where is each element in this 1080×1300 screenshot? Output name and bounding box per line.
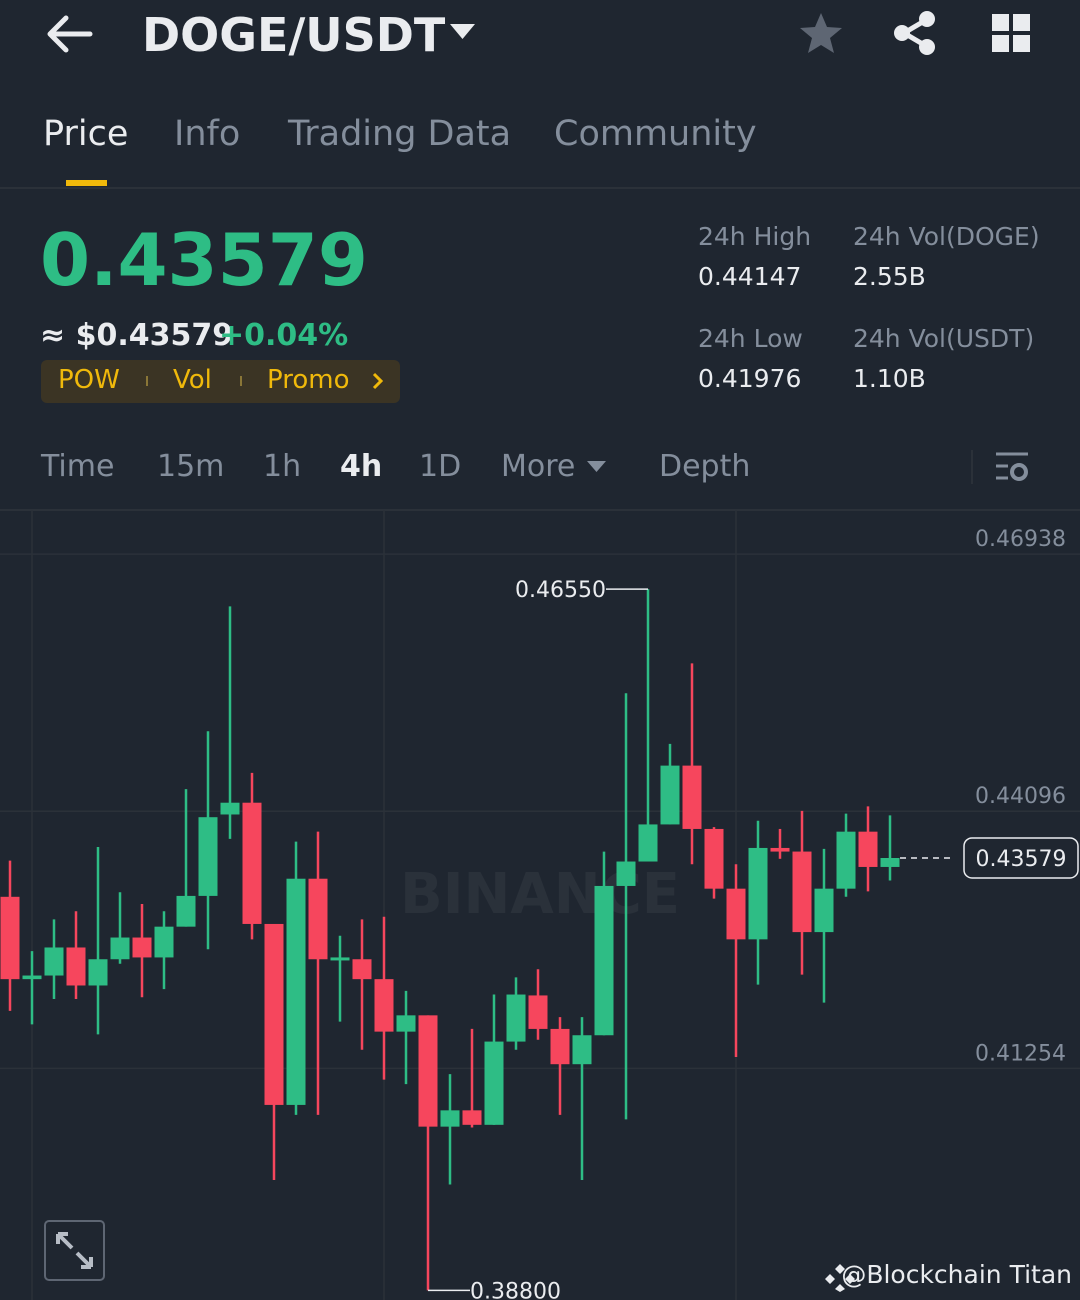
candlestick-chart: BINANCE 0.46938 0.44096 0.41254 0.46550 0.38…	[0, 510, 1080, 1300]
candle-body	[132, 937, 152, 958]
candle-body	[462, 1110, 482, 1125]
candle-body	[506, 994, 526, 1042]
candle-body	[176, 895, 196, 927]
interval[interactable]: 1h	[263, 449, 302, 484]
interval[interactable]: Time	[41, 449, 115, 484]
candle-body	[352, 959, 372, 980]
min-label: 0.38800	[470, 1279, 561, 1300]
candle-body	[198, 817, 218, 896]
price-change: +0.04%	[219, 318, 349, 353]
expand-button[interactable]	[44, 1220, 105, 1281]
candle-body	[594, 885, 614, 1036]
tab[interactable]: Community	[554, 114, 757, 154]
divider	[0, 509, 1080, 511]
stat-label: 24h Vol(DOGE)	[853, 222, 1040, 251]
candle-body	[396, 1015, 416, 1032]
tag-separator	[240, 376, 242, 386]
chevron	[372, 372, 384, 390]
stat-value: 0.44147	[698, 262, 802, 291]
share-button[interactable]	[892, 10, 938, 56]
candle-body	[22, 975, 42, 980]
tab[interactable]: Price	[43, 114, 129, 154]
candle-body	[66, 947, 86, 986]
last-price: 0.43579	[40, 218, 368, 302]
max-label: 0.46550	[515, 578, 606, 603]
stat-label: 24h Vol(USDT)	[853, 324, 1035, 353]
candle-body	[638, 824, 658, 862]
candle-body	[440, 1110, 460, 1127]
layout-button[interactable]	[990, 12, 1032, 54]
candle-body	[550, 1028, 570, 1065]
candle-body	[0, 896, 20, 980]
candle-body	[572, 1035, 592, 1065]
candle-body	[682, 765, 702, 829]
candle-body	[484, 1041, 504, 1125]
candle-body	[418, 1015, 438, 1127]
candle-body	[880, 857, 900, 867]
tag-bar[interactable]	[41, 360, 400, 403]
stat-value: 2.55B	[853, 262, 926, 291]
candle-body	[264, 923, 284, 1105]
stat-label: 24h High	[698, 222, 812, 251]
candle-body	[286, 878, 306, 1105]
y-tick-label: 0.46938	[975, 527, 1066, 552]
candle-body	[792, 851, 812, 933]
interval[interactable]: 4h	[340, 449, 383, 484]
watermark: BINANCE	[400, 862, 680, 927]
candle-body	[726, 888, 746, 940]
stat-value: 0.41976	[698, 364, 802, 393]
divider	[971, 450, 973, 484]
candle-body	[220, 802, 240, 815]
more-dropdown[interactable]	[586, 460, 608, 474]
chart-settings[interactable]	[994, 450, 1030, 484]
candle-body	[44, 947, 64, 976]
candle-body	[88, 959, 108, 986]
candle-body	[528, 995, 548, 1029]
fiat-price: ≈ $0.43579	[40, 318, 234, 353]
favorite-star[interactable]	[798, 10, 844, 56]
credit-logo	[825, 1264, 855, 1292]
tab-indicator	[66, 180, 107, 186]
pair-title[interactable]: DOGE/USDT	[142, 8, 446, 62]
pair-dropdown[interactable]	[448, 22, 478, 44]
tag[interactable]: Promo	[267, 365, 350, 395]
candle-body	[660, 765, 680, 825]
last-price-label: 0.43579	[976, 847, 1067, 872]
candle-body	[814, 888, 834, 933]
candle-body	[770, 847, 790, 852]
candle-body	[616, 861, 636, 886]
stat-label: 24h Low	[698, 324, 803, 353]
interval[interactable]: 1D	[419, 449, 462, 484]
y-tick-label: 0.41254	[975, 1041, 1066, 1066]
candle-body	[858, 831, 878, 867]
y-tick-label: 0.44096	[975, 784, 1066, 809]
candle-body	[308, 878, 328, 960]
interval[interactable]: More	[501, 449, 576, 484]
divider	[0, 187, 1080, 189]
tag[interactable]: Vol	[173, 365, 212, 395]
interval[interactable]: Depth	[659, 449, 751, 484]
tag[interactable]: POW	[58, 365, 120, 395]
candle-body	[330, 957, 350, 961]
last-price-box	[963, 837, 1079, 879]
tab[interactable]: Trading Data	[288, 114, 512, 154]
candle-body	[110, 937, 130, 960]
candle-body	[242, 802, 262, 924]
candle-body	[704, 828, 724, 889]
credit: @Blockchain Titan	[841, 1260, 1072, 1289]
back-button[interactable]	[44, 12, 96, 56]
candle-body	[836, 831, 856, 889]
tag-separator	[146, 376, 148, 386]
candle-body	[374, 979, 394, 1032]
candle-body	[748, 847, 768, 940]
stat-value: 1.10B	[853, 364, 926, 393]
tab[interactable]: Info	[174, 114, 241, 154]
interval[interactable]: 15m	[157, 449, 225, 484]
candle-body	[154, 926, 174, 958]
